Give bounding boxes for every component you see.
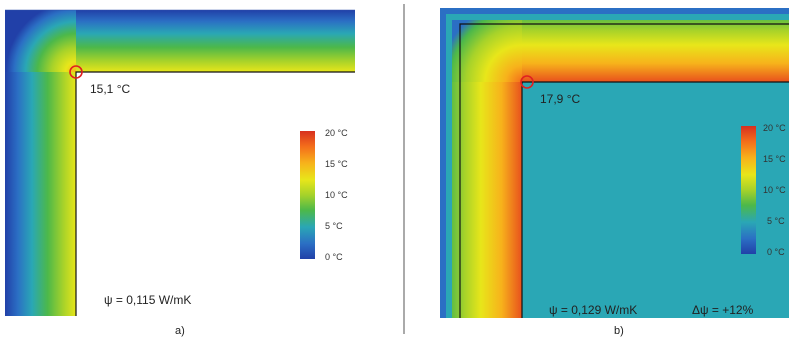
- panel-a-colorbar: [300, 131, 315, 259]
- panel-b-colorbar: [741, 126, 756, 254]
- panel-a-corner-field: [5, 10, 76, 72]
- panel-b-horizontal-wall: [522, 20, 789, 82]
- panel-b: 17,9 °C 20 °C 15 °C 10 °C 5 °C 0 °C ψ = …: [440, 8, 789, 337]
- panel-a: 15,1 °C 20 °C 15 °C 10 °C 5 °C 0 °C ψ = …: [5, 9, 355, 337]
- panel-b-corner-marker: [520, 75, 534, 89]
- panel-b-vertical-wall: [452, 82, 522, 318]
- panel-b-psi: ψ = 0,129 W/mK: [549, 303, 637, 317]
- panel-a-vertical-wall: [5, 72, 76, 316]
- panel-a-horizontal-wall: [76, 10, 355, 72]
- panel-b-corner-temp: 17,9 °C: [540, 92, 580, 106]
- panel-b-inner-outline: [521, 81, 789, 318]
- panel-b-colorbar-tick: 15 °C: [763, 154, 786, 164]
- panel-b-colorbar-tick: 10 °C: [763, 185, 786, 195]
- panel-a-corner-temp: 15,1 °C: [90, 82, 130, 96]
- panel-a-colorbar-tick: 0 °C: [325, 252, 343, 262]
- panel-b-caption: b): [614, 325, 624, 337]
- panel-b-delta-psi: Δψ = +12%: [692, 303, 754, 317]
- panel-b-insulation-outline: [459, 23, 789, 318]
- panel-a-colorbar-tick: 20 °C: [325, 128, 348, 138]
- panel-a-colorbar-tick: 10 °C: [325, 190, 348, 200]
- panel-a-caption: a): [175, 325, 185, 337]
- panel-a-psi: ψ = 0,115 W/mK: [104, 293, 191, 307]
- panel-b-colorbar-tick: 5 °C: [767, 216, 785, 226]
- panel-a-colorbar-tick: 15 °C: [325, 159, 348, 169]
- panel-b-colorbar-tick: 20 °C: [763, 123, 786, 133]
- panel-b-colorbar-tick: 0 °C: [767, 247, 785, 257]
- panel-b-corner-field: [452, 20, 522, 82]
- panel-a-colorbar-tick: 5 °C: [325, 221, 343, 231]
- panel-a-inner-outline: [75, 71, 355, 316]
- panel-a-corner-marker: [69, 65, 83, 79]
